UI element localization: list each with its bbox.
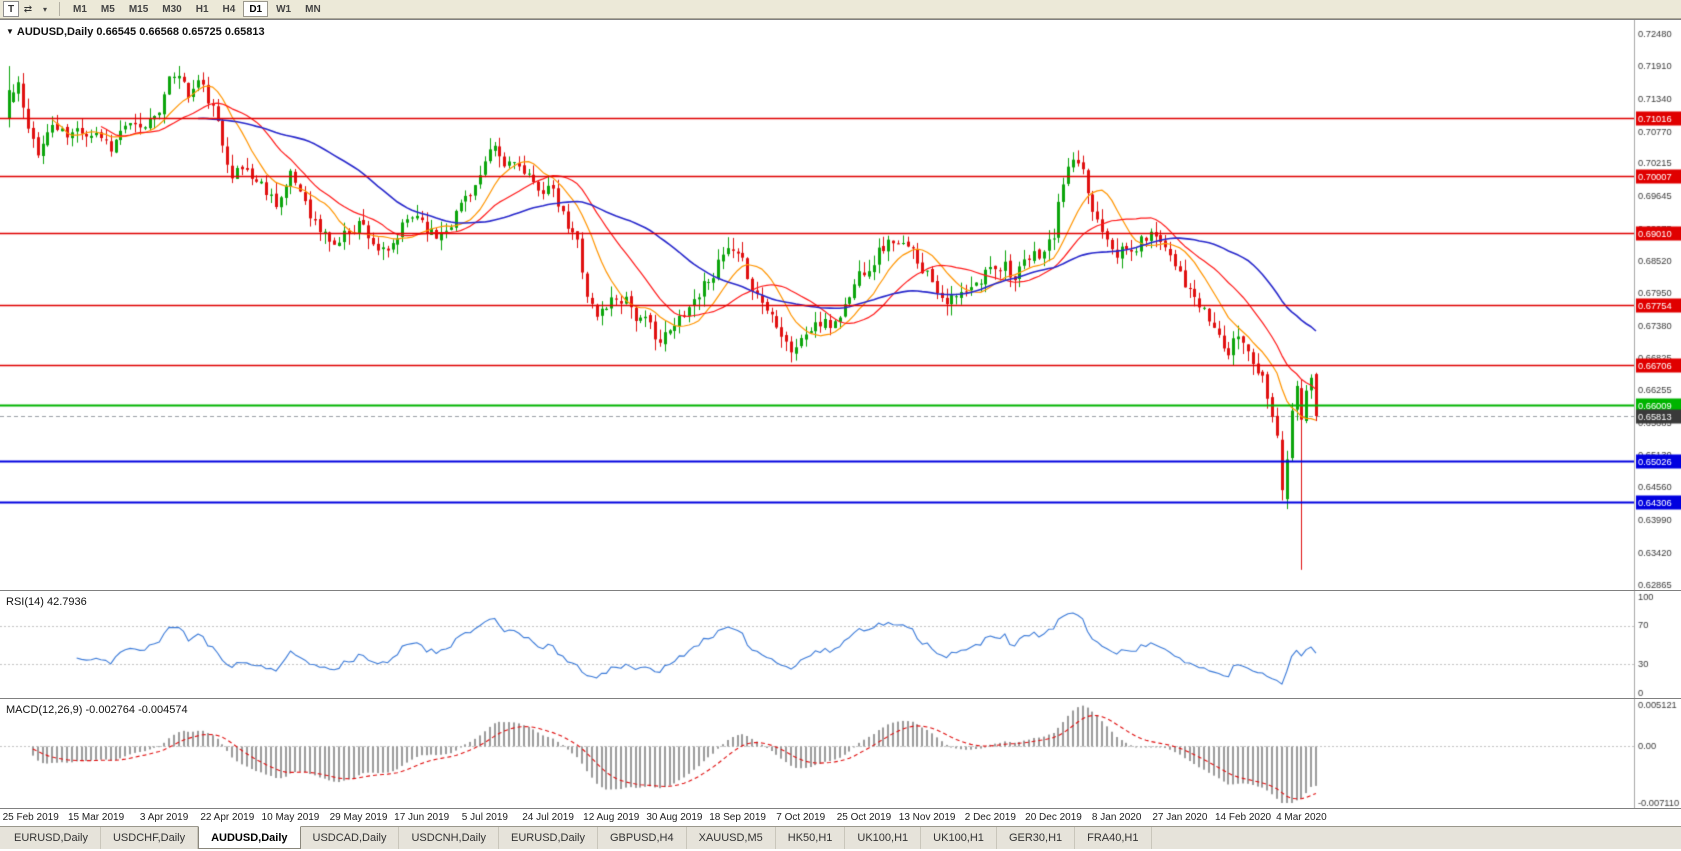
macd-main-value: -0.002764 (85, 704, 136, 716)
date-label: 25 Feb 2019 (2, 812, 59, 823)
timeframe-button-w1[interactable]: W1 (276, 3, 292, 15)
date-label: 5 Jul 2019 (461, 812, 508, 823)
main-chart-panel: ▼ AUDUSD,Daily 0.66545 0.66568 0.65725 0.… (0, 19, 1681, 590)
rsi-title: RSI(14) (6, 596, 44, 608)
macd-panel: MACD(12,26,9) -0.002764 -0.004574 (0, 698, 1681, 808)
rsi-value: 42.7936 (46, 596, 87, 608)
chart-tab-gbpusd-h4[interactable]: GBPUSD,H4 (598, 827, 687, 849)
date-label: 27 Jan 2020 (1152, 812, 1208, 823)
chart-title: ▼ AUDUSD,Daily 0.66545 0.66568 0.65725 0.… (6, 26, 265, 38)
date-label: 24 Jul 2019 (522, 812, 574, 823)
date-label: 25 Oct 2019 (836, 812, 892, 823)
chart-tab-xauusd-m5[interactable]: XAUUSD,M5 (687, 827, 776, 849)
arrows-icon: ⇄ (23, 3, 33, 15)
date-label: 20 Dec 2019 (1025, 812, 1082, 823)
timeframe-group: M1 M5 M15 M30 H1 H4 D1 W1 MN (66, 1, 328, 17)
date-label: 12 Aug 2019 (583, 812, 640, 823)
timeframe-button-mn[interactable]: MN (305, 3, 321, 15)
timeframe-button-m5[interactable]: M5 (100, 3, 115, 15)
rsi-panel: RSI(14) 42.7936 (0, 590, 1681, 698)
timeframe-button-h4[interactable]: H4 (222, 3, 236, 15)
chart-tab-fra40-h1[interactable]: FRA40,H1 (1075, 827, 1152, 849)
chart-ohlc-values: 0.66545 0.66568 0.65725 0.65813 (96, 26, 265, 38)
main-chart-canvas[interactable] (0, 20, 1681, 590)
chart-tab-usdcad-daily[interactable]: USDCAD,Daily (301, 827, 400, 849)
date-label: 14 Feb 2020 (1214, 812, 1272, 823)
timeframe-button-m30[interactable]: M30 (162, 3, 182, 15)
date-axis: 25 Feb 2019 15 Mar 2019 3 Apr 2019 22 Apr 2… (0, 808, 1681, 826)
date-label: 8 Jan 2020 (1091, 812, 1142, 823)
chart-tab-eurusd-daily[interactable]: EURUSD,Daily (499, 827, 598, 849)
text-tool-label: T (7, 3, 15, 15)
date-label: 17 Jun 2019 (394, 812, 450, 823)
chart-tab-eurusd-daily[interactable]: EURUSD,Daily (2, 827, 101, 849)
date-label: 15 Mar 2019 (68, 812, 125, 823)
chart-tab-bar: EURUSD,Daily USDCHF,Daily AUDUSD,Daily USDC… (0, 826, 1681, 849)
date-label: 29 May 2019 (329, 812, 388, 823)
timeframe-button-h1[interactable]: H1 (195, 3, 209, 15)
date-label: 3 Apr 2019 (139, 812, 189, 823)
date-label: 18 Sep 2019 (709, 812, 766, 823)
rsi-canvas[interactable] (0, 591, 1681, 698)
toolbar: T ⇄ ▾ M1 M5 M15 M30 H1 H4 D1 W1 MN (0, 0, 1681, 19)
timeframe-button-m15[interactable]: M15 (128, 3, 149, 15)
chart-tab-uk100-h1[interactable]: UK100,H1 (845, 827, 922, 849)
date-label: 30 Aug 2019 (646, 812, 703, 823)
toolbar-dropdown-button[interactable]: ▾ (37, 1, 53, 17)
chart-tab-hk50-h1[interactable]: HK50,H1 (776, 827, 846, 849)
toolbar-separator (59, 2, 60, 16)
date-label: 7 Oct 2019 (776, 812, 826, 823)
bottom-space (0, 849, 1681, 851)
date-label: 13 Nov 2019 (898, 812, 956, 823)
timeframe-button-m1[interactable]: M1 (73, 3, 87, 15)
chevron-down-icon: ▾ (42, 4, 47, 14)
text-tool-button[interactable]: T (3, 1, 19, 17)
chart-tab-ger30-h1[interactable]: GER30,H1 (997, 827, 1076, 849)
timeframe-button-d1[interactable]: D1 (243, 1, 269, 17)
date-label: 2 Dec 2019 (964, 812, 1016, 823)
macd-signal-value: -0.004574 (138, 704, 188, 716)
chart-tab-usdchf-daily[interactable]: USDCHF,Daily (101, 827, 199, 849)
chart-symbol-label: AUDUSD,Daily (16, 26, 94, 38)
macd-canvas[interactable] (0, 699, 1681, 808)
chart-tab-usdcnh-daily[interactable]: USDCNH,Daily (399, 827, 500, 849)
date-label: 4 Mar 2020 (1276, 812, 1327, 823)
chart-tab-uk100-h1[interactable]: UK100,H1 (921, 827, 997, 849)
cursor-tool-button[interactable]: ⇄ (20, 1, 36, 17)
macd-title: MACD(12,26,9) (6, 704, 83, 716)
chart-tab-audusd-daily[interactable]: AUDUSD,Daily (198, 826, 301, 849)
date-label: 10 May 2019 (261, 812, 320, 823)
macd-indicator-label: MACD(12,26,9) -0.002764 -0.004574 (6, 704, 188, 716)
date-label: 22 Apr 2019 (200, 812, 255, 823)
rsi-indicator-label: RSI(14) 42.7936 (6, 596, 87, 608)
chart-dropdown-icon[interactable]: ▼ (6, 27, 14, 36)
